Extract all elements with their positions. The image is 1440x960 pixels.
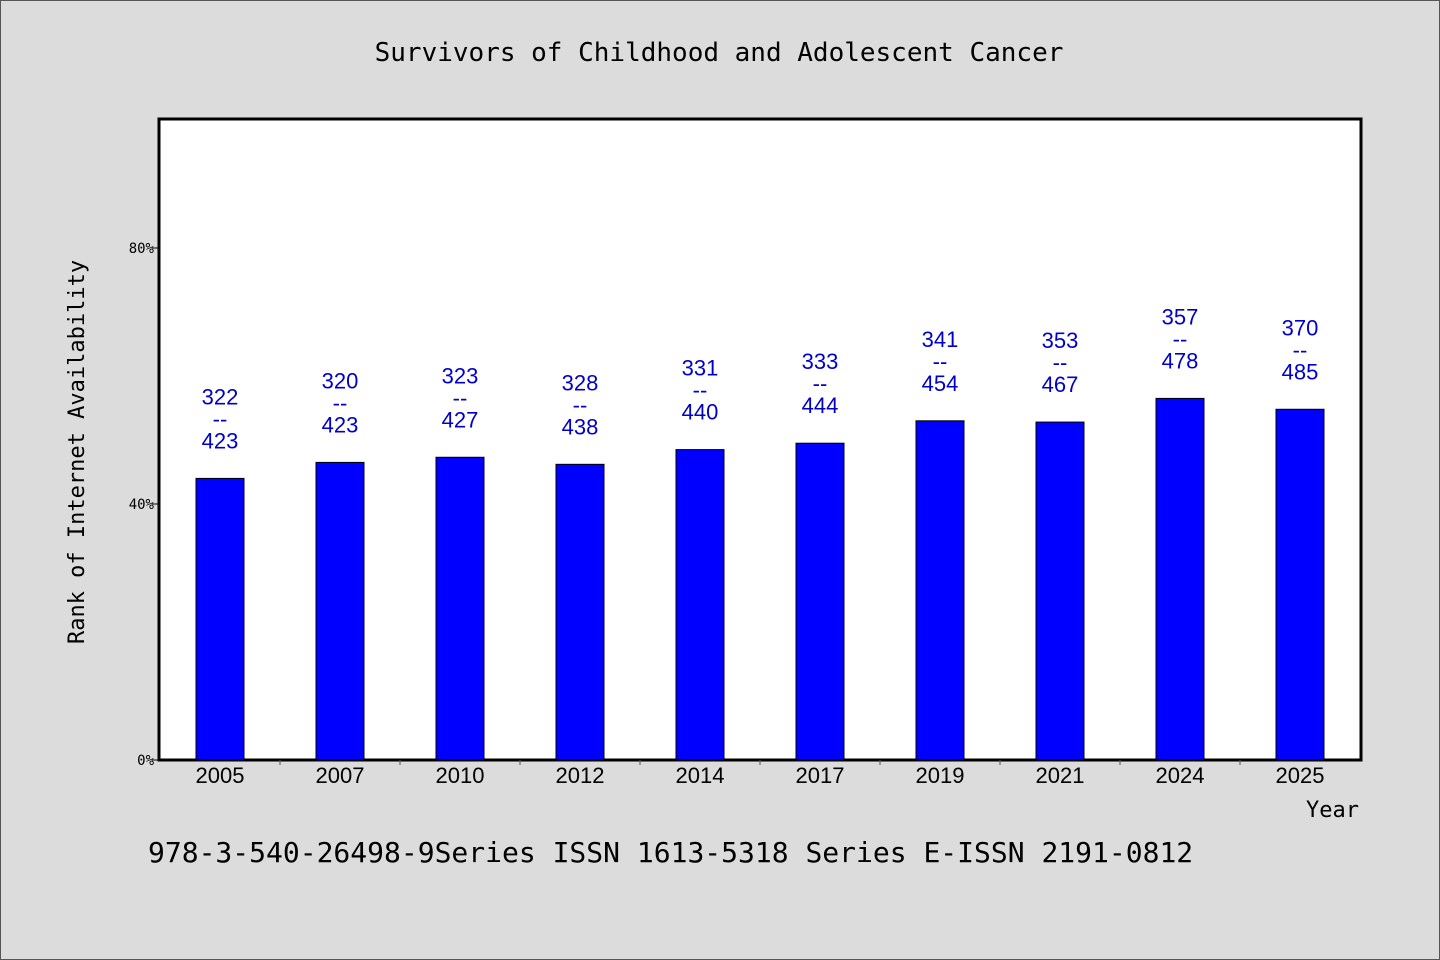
bar-annotation-bottom: 485 [1282, 359, 1319, 384]
bar-2024 [1155, 397, 1205, 761]
y-tick-label: 40% [129, 497, 155, 513]
bar-2017 [795, 442, 845, 761]
bar-annotation-sep: -- [1293, 337, 1308, 362]
bar-annotation-sep: -- [693, 378, 708, 403]
labels-layer: 322--423320--423323--427328--438331--440… [202, 304, 1319, 453]
bar-annotation-sep: -- [933, 349, 948, 374]
x-tick-label: 2019 [916, 763, 965, 788]
bar-annotation-sep: -- [453, 385, 468, 410]
bar-annotation-sep: -- [813, 371, 828, 396]
bar-annotation-top: 320 [322, 368, 359, 393]
bar-annotation-sep: -- [213, 406, 228, 431]
chart-title: Survivors of Childhood and Adolescent Ca… [375, 38, 1064, 68]
bar-2025 [1275, 408, 1325, 761]
bar-annotation-bottom: 467 [1042, 372, 1079, 397]
bar-2014 [675, 449, 725, 761]
bar-annotation-top: 322 [202, 384, 239, 409]
bar-annotation-bottom: 423 [322, 412, 359, 437]
bar-annotation-bottom: 423 [202, 428, 239, 453]
x-tick-label: 2007 [316, 763, 365, 788]
bar-annotation-top: 323 [442, 363, 479, 388]
bar-2005 [195, 477, 245, 761]
bar-2010 [435, 456, 485, 761]
bar-annotation-bottom: 427 [442, 407, 479, 432]
bar-annotation-bottom: 444 [802, 393, 839, 418]
x-axis-label: Year [1306, 798, 1359, 823]
y-tick-label: 0% [137, 753, 154, 769]
bar-annotation-bottom: 440 [682, 400, 719, 425]
x-tick-label: 2017 [796, 763, 845, 788]
bar-annotation-top: 331 [682, 356, 719, 381]
bar-annotation-sep: -- [333, 390, 348, 415]
bar-2007 [315, 461, 365, 761]
x-tick-label: 2012 [556, 763, 605, 788]
bar-annotation-sep: -- [1053, 350, 1068, 375]
bar-annotation-top: 353 [1042, 328, 1079, 353]
bar-annotation-top: 328 [562, 370, 599, 395]
bar-annotation-top: 370 [1282, 315, 1319, 340]
bar-annotation-sep: -- [573, 392, 588, 417]
bar-annotation-bottom: 478 [1162, 348, 1199, 373]
ticks-layer: 2005 2007 2010 2012 2014 2017 2019 2021 2024 2025… [129, 241, 1325, 788]
bar-annotation-top: 357 [1162, 304, 1199, 329]
bar-annotation-bottom: 438 [562, 414, 599, 439]
x-tick-label: 2010 [436, 763, 485, 788]
y-axis-label: Rank of Internet Availability [65, 260, 90, 644]
bar-2019 [915, 420, 965, 761]
y-tick-label: 80% [129, 241, 155, 257]
x-tick-label: 2005 [196, 763, 245, 788]
bar-2012 [555, 463, 605, 761]
bar-2021 [1035, 421, 1085, 761]
x-tick-label: 2021 [1036, 763, 1085, 788]
bar-annotation-top: 333 [802, 349, 839, 374]
footer-citation: 978-3-540-26498-9Series ISSN 1613-5318 S… [148, 836, 1193, 869]
x-tick-label: 2014 [676, 763, 725, 788]
bars-layer [195, 397, 1325, 761]
bar-annotation-top: 341 [922, 327, 959, 352]
bar-annotation-sep: -- [1173, 326, 1188, 351]
x-tick-label: 2025 [1276, 763, 1325, 788]
x-tick-label: 2024 [1156, 763, 1205, 788]
bar-annotation-bottom: 454 [922, 371, 959, 396]
